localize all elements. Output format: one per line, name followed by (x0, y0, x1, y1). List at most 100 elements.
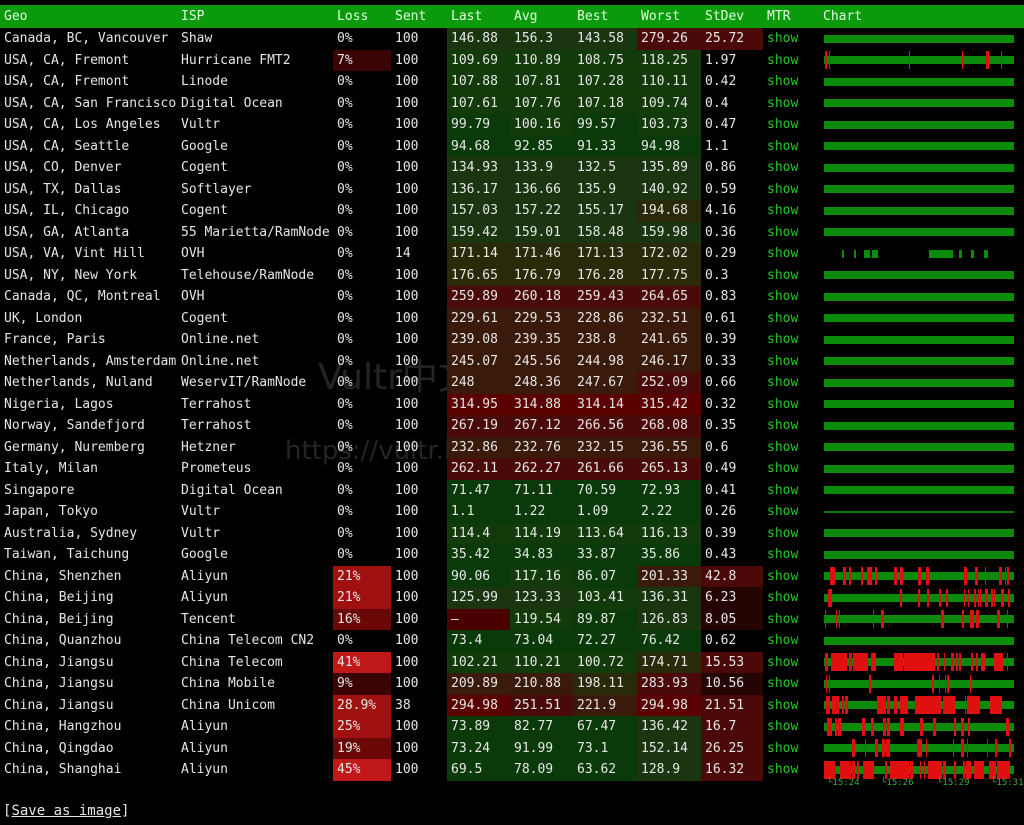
mtr-show-link[interactable]: show (767, 525, 799, 541)
cell-sent: 100 (395, 117, 419, 133)
mtr-show-link[interactable]: show (767, 697, 799, 713)
cell-avg: 78.09 (510, 759, 573, 781)
cell-geo: USA, TX, Dallas (4, 181, 122, 197)
col-sent[interactable]: Sent (391, 5, 447, 28)
cell-avg: 260.18 (510, 286, 573, 308)
cell-sent: 100 (395, 654, 419, 670)
cell-last: 262.11 (447, 458, 510, 480)
mtr-show-link[interactable]: show (767, 117, 799, 133)
mtr-show-link[interactable]: show (767, 633, 799, 649)
mtr-show-link[interactable]: show (767, 590, 799, 606)
cell-best: 107.18 (573, 92, 637, 114)
mtr-show-link[interactable]: show (767, 504, 799, 520)
cell-worst: 116.13 (637, 522, 701, 544)
table-row: Italy, Milan Prometeus 0% 100 262.11 262.27 26… (0, 458, 1024, 480)
cell-last: 239.08 (447, 329, 510, 351)
save-as-image-link[interactable]: Save as image (11, 803, 122, 819)
cell-worst: 110.11 (637, 71, 701, 93)
mtr-show-link[interactable]: show (767, 676, 799, 692)
col-worst[interactable]: Worst (637, 5, 701, 28)
cell-best: 176.28 (573, 264, 637, 286)
mtr-show-link[interactable]: show (767, 740, 799, 756)
mtr-show-link[interactable]: show (767, 181, 799, 197)
cell-sent: 100 (395, 181, 419, 197)
cell-worst: 136.42 (637, 716, 701, 738)
table-row: Canada, QC, Montreal OVH 0% 100 259.89 260.18… (0, 286, 1024, 308)
mtr-show-link[interactable]: show (767, 138, 799, 154)
cell-best: 155.17 (573, 200, 637, 222)
table-row: Nigeria, Lagos Terrahost 0% 100 314.95 314.88… (0, 393, 1024, 415)
latency-sparkline (819, 566, 1024, 588)
col-geo[interactable]: Geo (0, 5, 177, 28)
cell-loss: 0% (337, 418, 353, 434)
mtr-show-link[interactable]: show (767, 654, 799, 670)
cell-geo: France, Paris (4, 332, 106, 348)
mtr-show-link[interactable]: show (767, 719, 799, 735)
mtr-show-link[interactable]: show (767, 547, 799, 563)
cell-last: 209.89 (447, 673, 510, 695)
mtr-show-link[interactable]: show (767, 74, 799, 90)
cell-geo: Canada, QC, Montreal (4, 289, 161, 305)
cell-avg: 136.66 (510, 178, 573, 200)
table-row: USA, CA, Fremont Linode 0% 100 107.88 107.81 1… (0, 71, 1024, 93)
col-best[interactable]: Best (573, 5, 637, 28)
mtr-show-link[interactable]: show (767, 52, 799, 68)
mtr-show-link[interactable]: show (767, 267, 799, 283)
cell-best: 198.11 (573, 673, 637, 695)
mtr-show-link[interactable]: show (767, 332, 799, 348)
cell-last: 102.21 (447, 651, 510, 673)
mtr-show-link[interactable]: show (767, 482, 799, 498)
cell-isp: 55 Marietta/RamNode (181, 224, 330, 240)
ping-results-table: Geo ISP Loss Sent Last Avg Best Worst St… (0, 5, 1024, 781)
cell-best: 33.87 (573, 544, 637, 566)
mtr-show-link[interactable]: show (767, 160, 799, 176)
mtr-show-link[interactable]: show (767, 762, 799, 778)
mtr-show-link[interactable]: show (767, 439, 799, 455)
cell-avg: 117.16 (510, 565, 573, 587)
mtr-show-link[interactable]: show (767, 568, 799, 584)
mtr-show-link[interactable]: show (767, 375, 799, 391)
mtr-show-link[interactable]: show (767, 418, 799, 434)
latency-sparkline (819, 157, 1024, 179)
mtr-show-link[interactable]: show (767, 353, 799, 369)
cell-worst: 241.65 (637, 329, 701, 351)
latency-sparkline (819, 372, 1024, 394)
col-stdev[interactable]: StDev (701, 5, 763, 28)
mtr-show-link[interactable]: show (767, 224, 799, 240)
mtr-show-link[interactable]: show (767, 289, 799, 305)
cell-isp: China Telecom CN2 (181, 633, 315, 649)
mtr-show-link[interactable]: show (767, 203, 799, 219)
mtr-show-link[interactable]: show (767, 95, 799, 111)
cell-stdev: 0.47 (705, 117, 737, 133)
cell-isp: China Telecom (181, 654, 283, 670)
cell-avg: 239.35 (510, 329, 573, 351)
cell-last: 267.19 (447, 415, 510, 437)
cell-isp: Prometeus (181, 461, 252, 477)
mtr-show-link[interactable]: show (767, 31, 799, 47)
cell-loss: 0% (337, 289, 353, 305)
axis-label: └15:31 (991, 778, 1024, 788)
table-row: China, Quanzhou China Telecom CN2 0% 100 73.… (0, 630, 1024, 652)
latency-sparkline (819, 179, 1024, 201)
col-chart: Chart (819, 5, 1024, 28)
cell-best: 108.75 (573, 49, 637, 71)
col-isp[interactable]: ISP (177, 5, 333, 28)
latency-sparkline (819, 28, 1024, 50)
cell-stdev: 15.53 (701, 651, 763, 673)
cell-geo: China, Beijing (4, 590, 114, 606)
mtr-show-link[interactable]: show (767, 611, 799, 627)
cell-loss: 21% (333, 565, 391, 587)
col-loss[interactable]: Loss (333, 5, 391, 28)
mtr-show-link[interactable]: show (767, 461, 799, 477)
mtr-show-link[interactable]: show (767, 310, 799, 326)
cell-last: 1.1 (447, 501, 510, 523)
cell-loss: 25% (333, 716, 391, 738)
cell-geo: China, Jiangsu (4, 697, 114, 713)
mtr-show-link[interactable]: show (767, 396, 799, 412)
col-avg[interactable]: Avg (510, 5, 573, 28)
latency-sparkline (819, 652, 1024, 674)
mtr-show-link[interactable]: show (767, 246, 799, 262)
col-last[interactable]: Last (447, 5, 510, 28)
cell-isp: Vultr (181, 525, 221, 541)
cell-last: 109.69 (447, 49, 510, 71)
